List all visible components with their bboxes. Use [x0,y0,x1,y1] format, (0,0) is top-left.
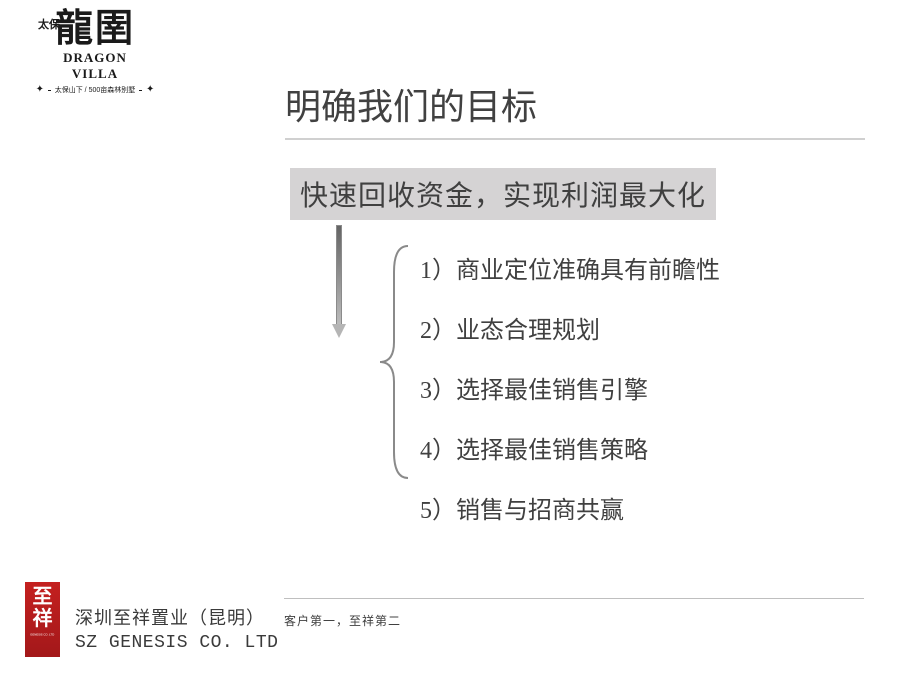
subtitle-box: 快速回收资金，实现利润最大化 [290,168,716,220]
footer-divider [284,598,864,599]
seal-char-1: 至 [33,586,53,608]
list-item: 3）选择最佳销售引擎 [420,370,720,405]
company-name: 深圳至祥置业（昆明） SZ GENESIS CO. LTD [75,606,278,656]
title-divider [285,138,865,140]
list-item: 5）销售与招商共赢 [420,490,720,525]
list-item: 1）商业定位准确具有前瞻性 [420,250,720,285]
logo-prefix: 太保 [38,16,60,32]
list-item: 4）选择最佳销售策略 [420,430,720,465]
goal-list: 1）商业定位准确具有前瞻性 2）业态合理规划 3）选择最佳销售引擎 4）选择最佳… [420,250,720,550]
list-item: 2）业态合理规划 [420,310,720,345]
brace-icon [374,242,414,482]
down-arrow-icon [336,225,342,338]
company-seal: 至 祥 GENESIS CO. LTD [25,582,60,657]
seal-char-2: 祥 [33,608,53,630]
company-name-en: SZ GENESIS CO. LTD [75,631,278,656]
logo-english: DRAGONVILLA [30,50,160,82]
company-name-cn: 深圳至祥置业（昆明） [75,606,278,631]
page-title: 明确我们的目标 [285,78,537,130]
footer-slogan: 客户第一，至祥第二 [284,612,401,629]
logo-subtext: ✦ 太保山下 / 500亩森林别墅 ✦ [30,85,160,95]
seal-tiny-text: GENESIS CO. LTD [30,633,54,637]
brand-logo: 太保 龍圉 DRAGONVILLA ✦ 太保山下 / 500亩森林别墅 ✦ [30,10,160,95]
